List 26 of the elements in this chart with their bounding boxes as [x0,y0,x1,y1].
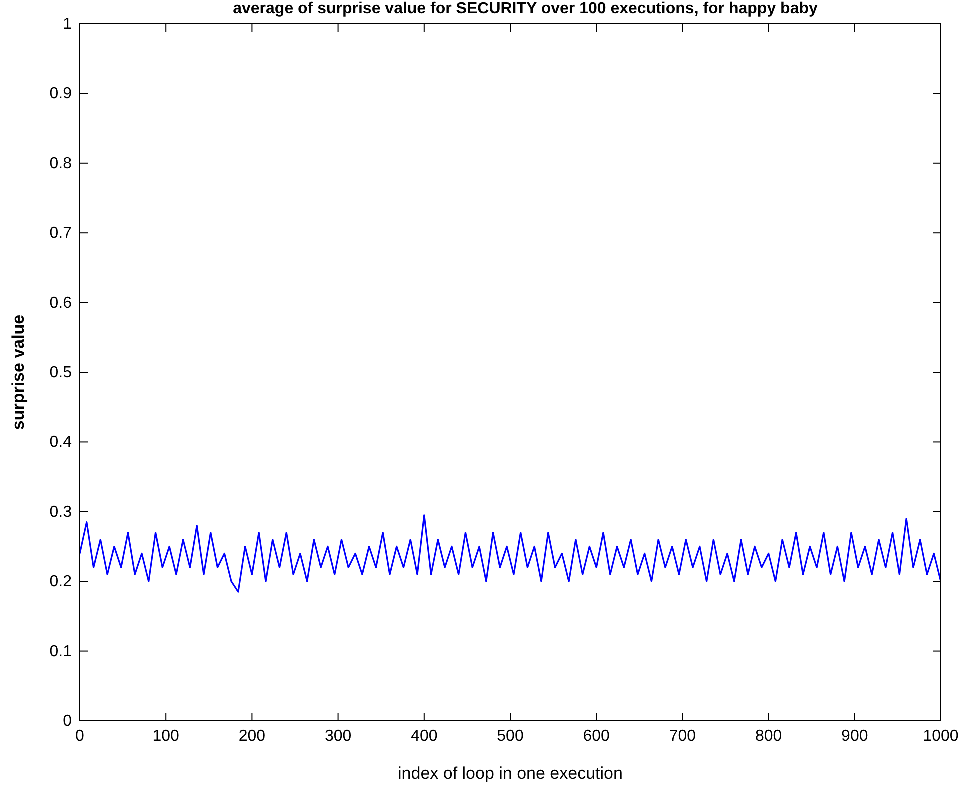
x-tick-label: 500 [497,728,524,745]
x-tick-label: 800 [755,728,782,745]
y-tick-label: 0.9 [50,86,72,103]
y-tick-label: 0.6 [50,294,72,312]
y-tick-label: 0.2 [50,574,72,591]
x-tick-label: 1000 [923,728,959,745]
x-axis-title: index of loop in one execution [398,764,623,783]
y-tick-label: 1 [63,16,72,33]
y-axis-title: surprise value [9,314,28,430]
x-tick-label: 100 [152,728,180,745]
y-tick-label: 0.5 [50,364,72,382]
x-tick-label: 600 [583,728,610,745]
x-tick-label: 200 [238,728,266,745]
y-tick-label: 0.7 [50,225,72,242]
chart-title: average of surprise value for SECURITY over 100 executions, for happy baby [233,0,818,18]
y-tick-label: 0.1 [50,643,72,660]
x-tick-label: 300 [324,728,352,745]
y-tick-label: 0 [63,713,72,730]
y-tick-label: 0.8 [50,155,72,172]
line-series [80,514,941,593]
x-tick-label: 700 [669,728,696,745]
y-tick-label: 0.4 [50,434,72,452]
x-tick-label: 400 [411,728,438,745]
y-tick-label: 0.3 [50,504,72,521]
x-tick-label: 900 [842,728,868,745]
x-tick-label: 0 [76,728,85,745]
